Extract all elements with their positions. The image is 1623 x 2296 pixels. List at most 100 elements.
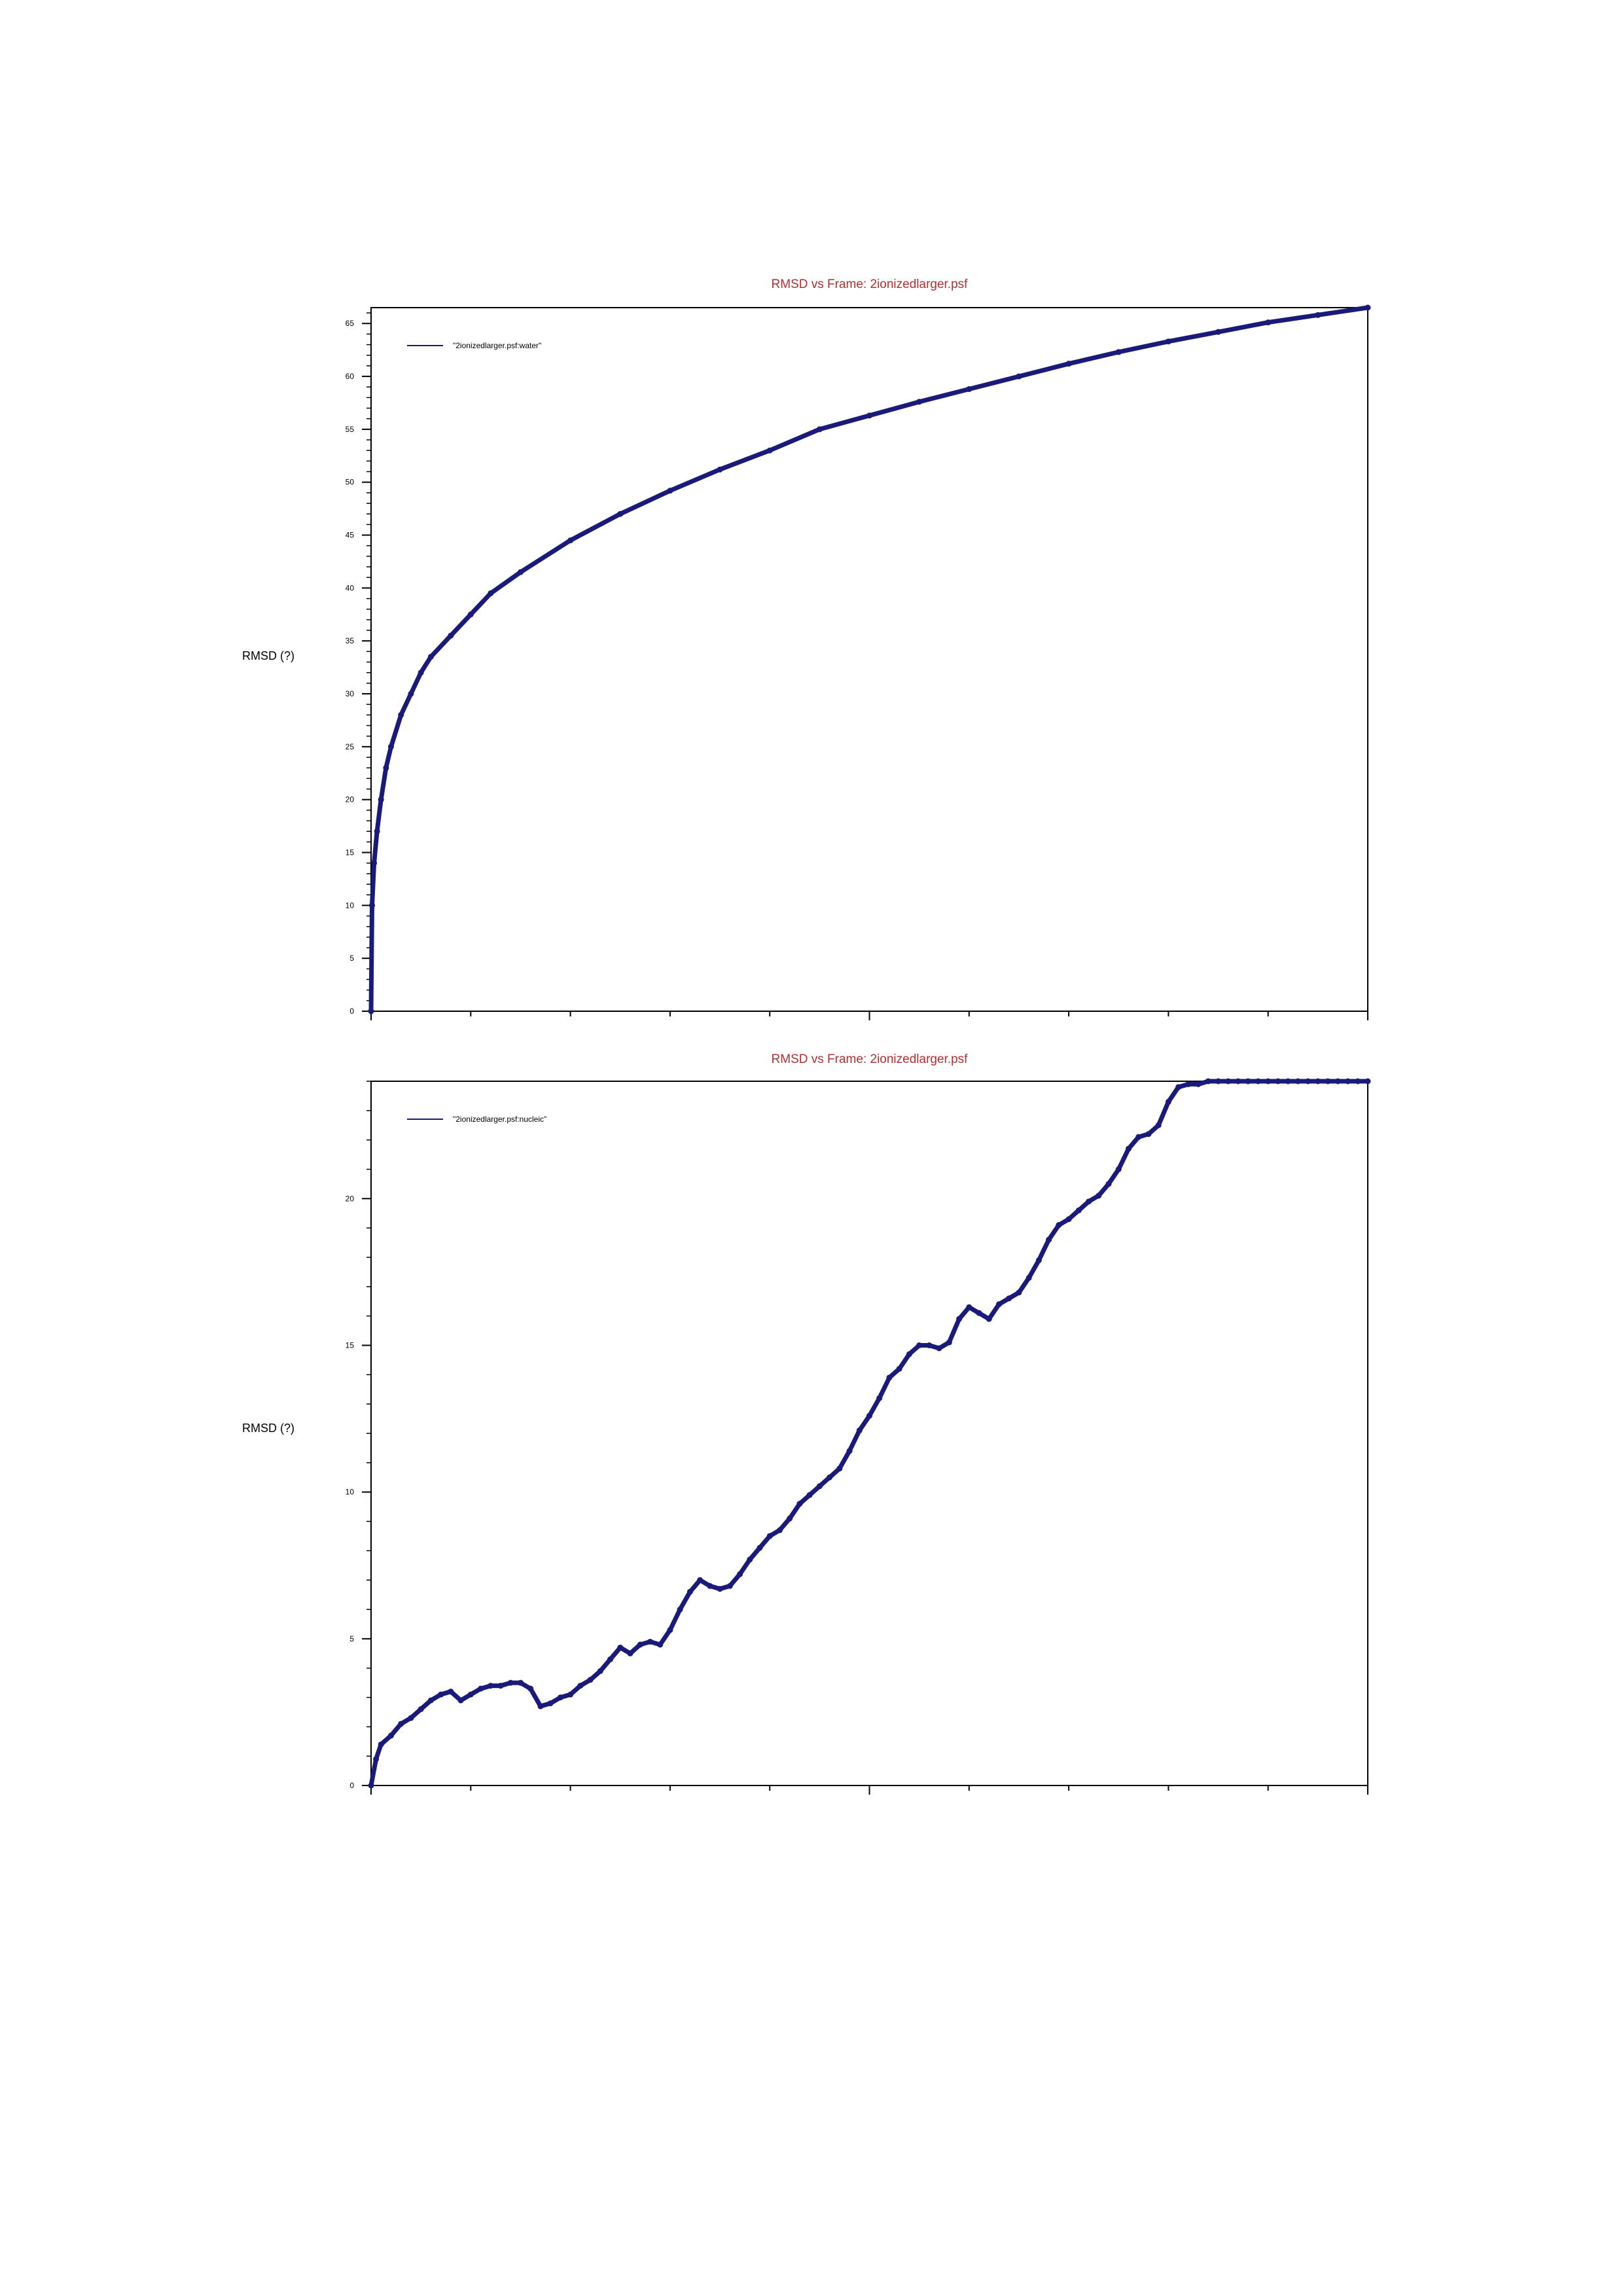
data-point <box>1065 1216 1072 1223</box>
data-point <box>677 1606 683 1613</box>
data-point <box>427 1697 434 1704</box>
data-point <box>587 1677 594 1683</box>
data-point <box>827 1474 833 1480</box>
data-point <box>1086 1198 1092 1205</box>
data-point <box>373 1756 380 1763</box>
data-point <box>1215 329 1222 335</box>
data-point <box>457 1697 464 1704</box>
data-point <box>966 1304 972 1310</box>
y-tick-label: 10 <box>346 901 355 910</box>
data-point <box>1115 1166 1122 1172</box>
data-point <box>836 1465 843 1472</box>
chart-title: RMSD vs Frame: 2ionizedlarger.psf <box>772 1052 969 1066</box>
data-point <box>547 1700 554 1706</box>
data-point <box>966 386 972 392</box>
data-point <box>1225 1078 1232 1085</box>
data-point <box>467 611 474 618</box>
data-point <box>1006 1295 1012 1302</box>
data-point <box>747 1556 753 1563</box>
data-point <box>1355 1078 1361 1085</box>
data-point <box>647 1638 653 1645</box>
data-point <box>1016 1289 1022 1296</box>
data-point <box>371 860 378 867</box>
data-point <box>866 412 872 419</box>
data-point <box>1135 1134 1142 1140</box>
data-point <box>1115 349 1122 355</box>
data-point <box>1065 361 1072 367</box>
data-point <box>1235 1078 1241 1085</box>
data-point <box>427 653 434 660</box>
data-point <box>707 1583 713 1589</box>
data-point <box>537 1703 544 1710</box>
data-point <box>1364 304 1371 311</box>
data-point <box>1294 1078 1301 1085</box>
data-point <box>617 1644 624 1651</box>
data-point <box>816 426 823 433</box>
data-point <box>717 466 723 473</box>
y-tick-label: 5 <box>349 954 354 963</box>
chart-nucleic: RMSD vs Frame: 2ionizedlarger.psf RMSD (?… <box>242 1052 1371 1795</box>
y-tick-label: 50 <box>346 478 355 487</box>
data-point <box>478 1685 484 1692</box>
data-point <box>1075 1207 1082 1213</box>
y-tick-label: 35 <box>346 636 355 645</box>
data-point <box>1195 1081 1202 1087</box>
data-point <box>1165 1098 1171 1105</box>
data-point <box>557 1695 563 1700</box>
data-point <box>1175 1084 1182 1090</box>
data-point <box>1165 338 1171 345</box>
data-point <box>387 1732 394 1739</box>
chart-title: RMSD vs Frame: 2ionizedlarger.psf <box>772 278 969 291</box>
y-tick-label: 20 <box>346 1194 355 1203</box>
y-axis-label: RMSD (?) <box>242 649 294 662</box>
data-point <box>368 1782 374 1789</box>
data-point <box>946 1339 952 1346</box>
data-point <box>1056 1222 1062 1229</box>
data-point <box>448 632 454 639</box>
data-point <box>1016 373 1022 380</box>
data-point <box>507 1679 514 1686</box>
data-point <box>1205 1078 1211 1085</box>
y-tick-label: 25 <box>346 742 355 751</box>
y-tick-label: 15 <box>346 1341 355 1350</box>
y-tick-label: 60 <box>346 372 355 381</box>
data-point <box>1265 1078 1272 1085</box>
data-point <box>1255 1078 1261 1085</box>
data-point <box>976 1310 982 1316</box>
data-point <box>816 1483 823 1490</box>
data-point <box>517 1679 524 1686</box>
data-point <box>726 1583 733 1589</box>
data-point <box>657 1641 664 1648</box>
data-point <box>607 1656 614 1662</box>
data-point <box>936 1345 942 1352</box>
data-point <box>1265 319 1272 326</box>
y-tick-label: 30 <box>346 689 355 698</box>
data-point <box>418 670 424 676</box>
data-point <box>418 1706 424 1712</box>
data-point <box>1046 1236 1052 1243</box>
data-point <box>408 1715 414 1721</box>
data-point <box>438 1691 444 1698</box>
data-point <box>856 1427 863 1434</box>
data-point <box>637 1641 643 1648</box>
y-tick-label: 45 <box>346 531 355 540</box>
legend-label: "2ionizedlarger.psf:nucleic" <box>453 1115 546 1124</box>
y-axis-label: RMSD (?) <box>242 1422 294 1435</box>
data-point <box>697 1577 704 1583</box>
data-point <box>398 1721 404 1727</box>
y-tick-label: 10 <box>346 1488 355 1497</box>
data-point <box>866 1412 872 1419</box>
y-tick-label: 55 <box>346 425 355 434</box>
data-point <box>1275 1078 1281 1085</box>
data-point <box>766 447 773 454</box>
data-point <box>374 828 380 834</box>
data-point <box>916 399 923 405</box>
data-point <box>995 1301 1002 1308</box>
data-point <box>567 1691 574 1698</box>
data-point <box>1285 1078 1291 1085</box>
data-point <box>766 1533 773 1539</box>
chart-water: RMSD vs Frame: 2ionizedlarger.psf RMSD (?… <box>242 278 1371 1020</box>
data-point <box>369 902 376 908</box>
data-point <box>488 1683 494 1689</box>
